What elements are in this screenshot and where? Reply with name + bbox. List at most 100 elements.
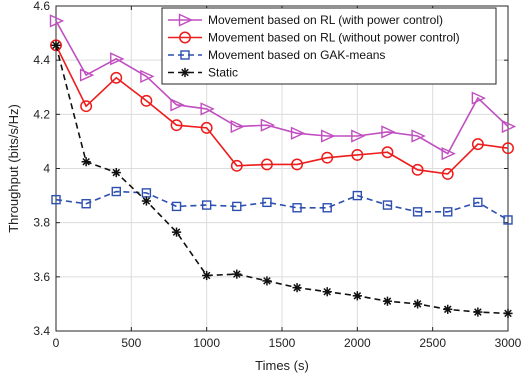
marker-asterisk: [473, 307, 483, 317]
legend-box: [161, 7, 497, 85]
marker-square: [352, 190, 363, 201]
marker-square: [473, 197, 483, 208]
legend-item: Movement based on RL (without power cont…: [168, 31, 460, 45]
marker-triangle: [79, 68, 95, 82]
marker-circle: [321, 151, 334, 164]
x-tick-label: 2000: [344, 336, 371, 350]
marker-square: [262, 197, 272, 208]
asterisk-stroke: [474, 308, 482, 316]
series-2: [51, 186, 513, 225]
marker-circle: [230, 159, 243, 172]
marker-triangle: [501, 119, 517, 134]
asterisk-stroke: [443, 305, 452, 314]
marker-triangle: [471, 91, 487, 105]
marker-square: [201, 200, 212, 210]
marker-circle: [140, 94, 153, 107]
marker-asterisk: [382, 296, 393, 306]
marker-square: [292, 203, 302, 213]
marker-triangle: [49, 14, 65, 28]
marker-triangle: [381, 125, 396, 139]
marker-circle: [260, 158, 273, 171]
x-tick-label: 3000: [495, 336, 522, 350]
marker-triangle: [411, 129, 426, 143]
legend-label: Static: [208, 66, 238, 80]
asterisk-stroke: [293, 283, 301, 292]
marker-asterisk: [413, 299, 423, 309]
marker-square: [171, 201, 182, 212]
asterisk-stroke: [52, 41, 60, 50]
asterisk-stroke: [413, 300, 422, 308]
legend-item: Static: [168, 66, 238, 80]
marker-square: [412, 207, 423, 217]
marker-triangle: [351, 129, 366, 143]
marker-circle: [381, 146, 394, 159]
marker-triangle: [140, 69, 155, 84]
marker-triangle: [260, 118, 276, 132]
asterisk-stroke: [383, 297, 392, 305]
legend-item: Movement based on GAK-means: [168, 48, 385, 62]
series-0: [49, 14, 517, 161]
marker-circle: [471, 138, 484, 151]
y-tick-label: 4.2: [33, 107, 50, 121]
marker-triangle: [321, 129, 336, 143]
marker-triangle: [230, 119, 245, 134]
marker-triangle: [200, 102, 215, 116]
marker-square: [382, 200, 393, 210]
marker-square: [81, 199, 91, 209]
marker-circle: [441, 167, 454, 180]
asterisk-stroke: [172, 228, 181, 236]
marker-square: [503, 215, 513, 225]
y-tick-label: 4: [43, 162, 50, 176]
marker-circle: [411, 163, 424, 176]
marker-triangle: [170, 98, 185, 112]
legend-label: Movement based on GAK-means: [208, 48, 385, 62]
series-1: [50, 39, 514, 180]
y-tick-label: 4.4: [33, 53, 50, 67]
asterisk-stroke: [263, 277, 271, 285]
x-tick-label: 2500: [419, 336, 446, 350]
x-tick-label: 0: [53, 336, 60, 350]
x-tick-label: 1000: [193, 336, 220, 350]
marker-circle: [351, 149, 364, 161]
series-line: [55, 44, 509, 175]
series-line: [55, 20, 509, 155]
y-axis: 3.4 3.6 3.8 4 4.2 4.4 4.6: [33, 0, 508, 338]
marker-asterisk: [292, 283, 302, 293]
asterisk-stroke: [504, 309, 512, 318]
marker-triangle: [178, 13, 194, 27]
x-axis-title: Times (s): [255, 358, 309, 373]
marker-asterisk: [81, 157, 91, 167]
marker-asterisk: [141, 196, 151, 206]
series-layer: [49, 14, 517, 318]
marker-asterisk: [180, 67, 190, 78]
marker-circle: [110, 71, 123, 84]
asterisk-stroke: [142, 197, 151, 205]
asterisk-stroke: [112, 168, 121, 177]
marker-circle: [179, 31, 191, 44]
x-tick-label: 1500: [269, 336, 296, 350]
series-3: [51, 40, 513, 318]
legend-label: Movement based on RL (without power cont…: [208, 31, 460, 45]
asterisk-stroke: [202, 271, 211, 280]
marker-asterisk: [111, 167, 121, 178]
marker-asterisk: [322, 287, 332, 297]
marker-asterisk: [262, 276, 272, 286]
marker-asterisk: [503, 308, 513, 318]
marker-circle: [50, 39, 62, 52]
asterisk-stroke: [181, 68, 189, 77]
legend-item: Movement based on RL (with power control…: [168, 13, 443, 27]
marker-square: [443, 207, 453, 217]
marker-asterisk: [171, 227, 182, 237]
marker-triangle: [110, 52, 125, 66]
marker-circle: [200, 121, 213, 134]
y-tick-label: 4.6: [33, 0, 50, 13]
asterisk-stroke: [353, 292, 362, 300]
marker-circle: [170, 119, 183, 132]
marker-square: [111, 186, 121, 197]
legend-label: Movement based on RL (with power control…: [208, 13, 443, 27]
marker-triangle: [290, 126, 306, 140]
marker-asterisk: [202, 270, 212, 281]
marker-square: [180, 50, 190, 60]
marker-asterisk: [443, 304, 453, 314]
